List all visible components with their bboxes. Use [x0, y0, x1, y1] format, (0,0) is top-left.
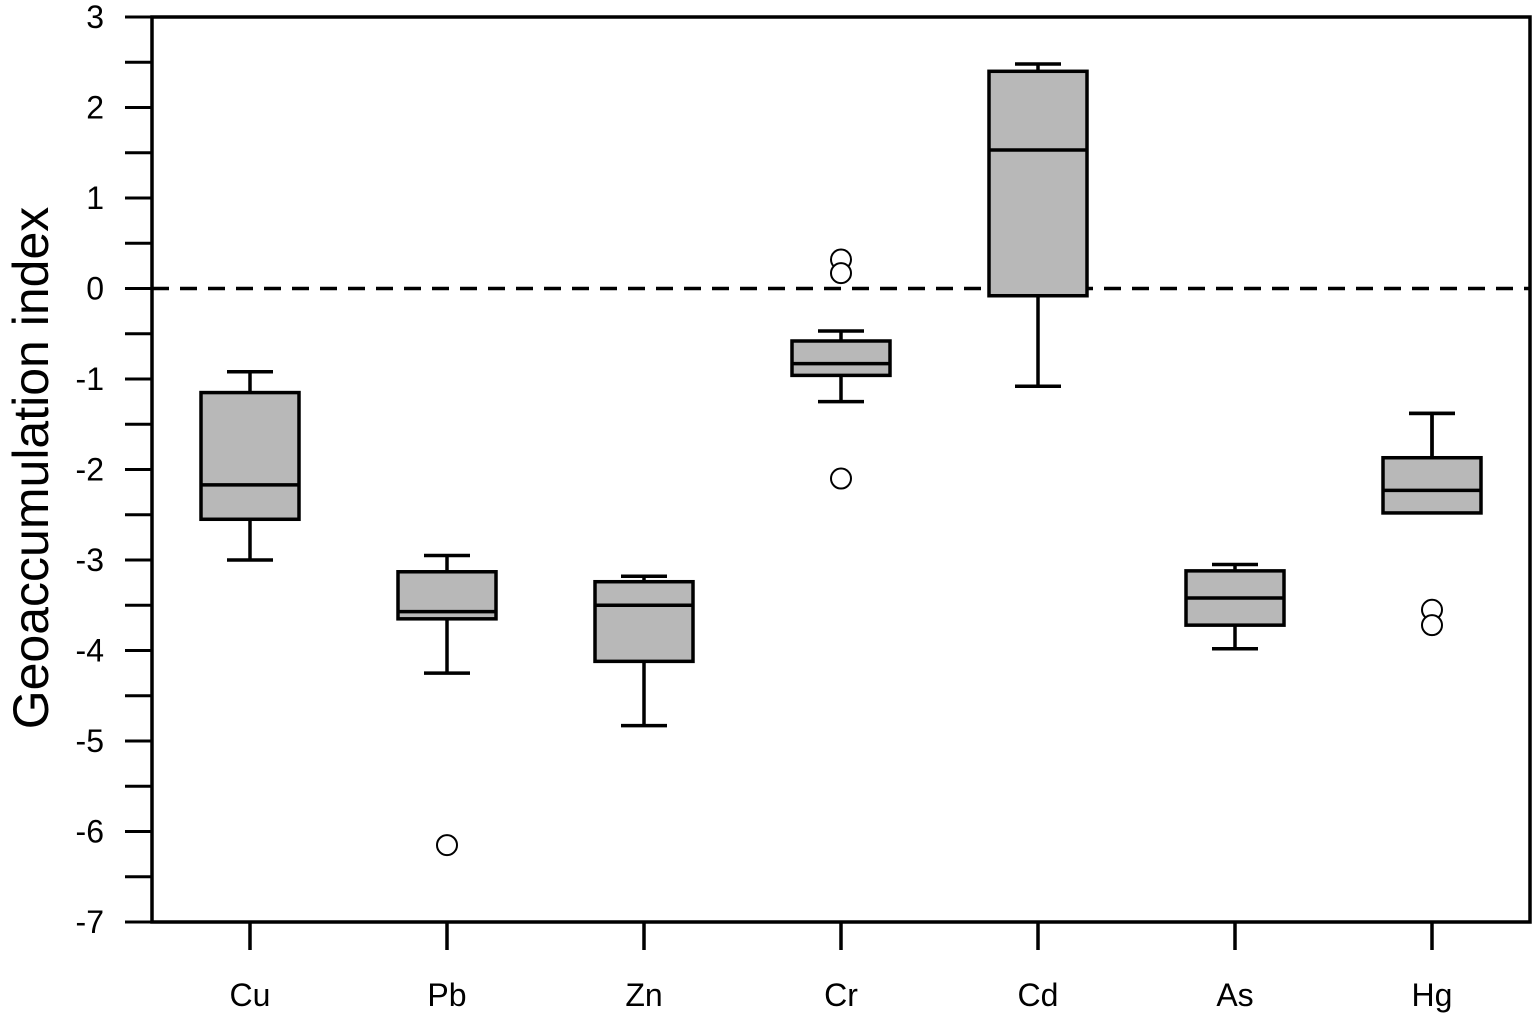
y-tick-label: -6: [76, 814, 104, 850]
outlier-point: [436, 834, 458, 857]
box-pb: [396, 553, 498, 857]
outlier-point: [1421, 614, 1443, 637]
axes: 3 2 1 0 -1 -2 -3 -4 -5 -6 -7 Cu Pb Zn Cr Cd As Hg: [76, 0, 1532, 1013]
y-tick-label: 3: [86, 0, 104, 35]
box-hg: [1381, 411, 1483, 637]
box-cu: [199, 370, 301, 562]
x-tick-label-as: As: [1216, 977, 1253, 1013]
box-iqr: [790, 339, 892, 378]
x-tick-label-cr: Cr: [824, 977, 858, 1013]
box-iqr: [593, 579, 695, 664]
outlier-point: [830, 262, 852, 285]
box-iqr: [199, 390, 301, 522]
y-tick-label: 0: [86, 271, 104, 307]
x-tick-label-pb: Pb: [427, 977, 466, 1013]
y-tick-label: -3: [76, 542, 104, 578]
box-as: [1184, 562, 1286, 651]
box-series: [199, 62, 1483, 857]
y-tick-label: -4: [76, 633, 104, 669]
x-tick-label-cu: Cu: [230, 977, 271, 1013]
x-tick-label-zn: Zn: [625, 977, 662, 1013]
box-zn: [593, 574, 695, 728]
y-axis-title: Geoaccumulation index: [3, 207, 59, 730]
y-tick-label: 1: [86, 180, 104, 216]
box-cd: [987, 62, 1089, 388]
box-iqr: [987, 69, 1089, 298]
box-iqr: [1381, 455, 1483, 515]
box-cr: [790, 248, 892, 490]
x-tick-label-cd: Cd: [1018, 977, 1059, 1013]
y-tick-label: -1: [76, 361, 104, 397]
x-tick-label-hg: Hg: [1412, 977, 1453, 1013]
y-tick-label: -2: [76, 452, 104, 488]
y-tick-label: 2: [86, 90, 104, 126]
y-tick-label: -5: [76, 723, 104, 759]
outlier-point: [830, 467, 852, 490]
y-tick-label: -7: [76, 904, 104, 940]
